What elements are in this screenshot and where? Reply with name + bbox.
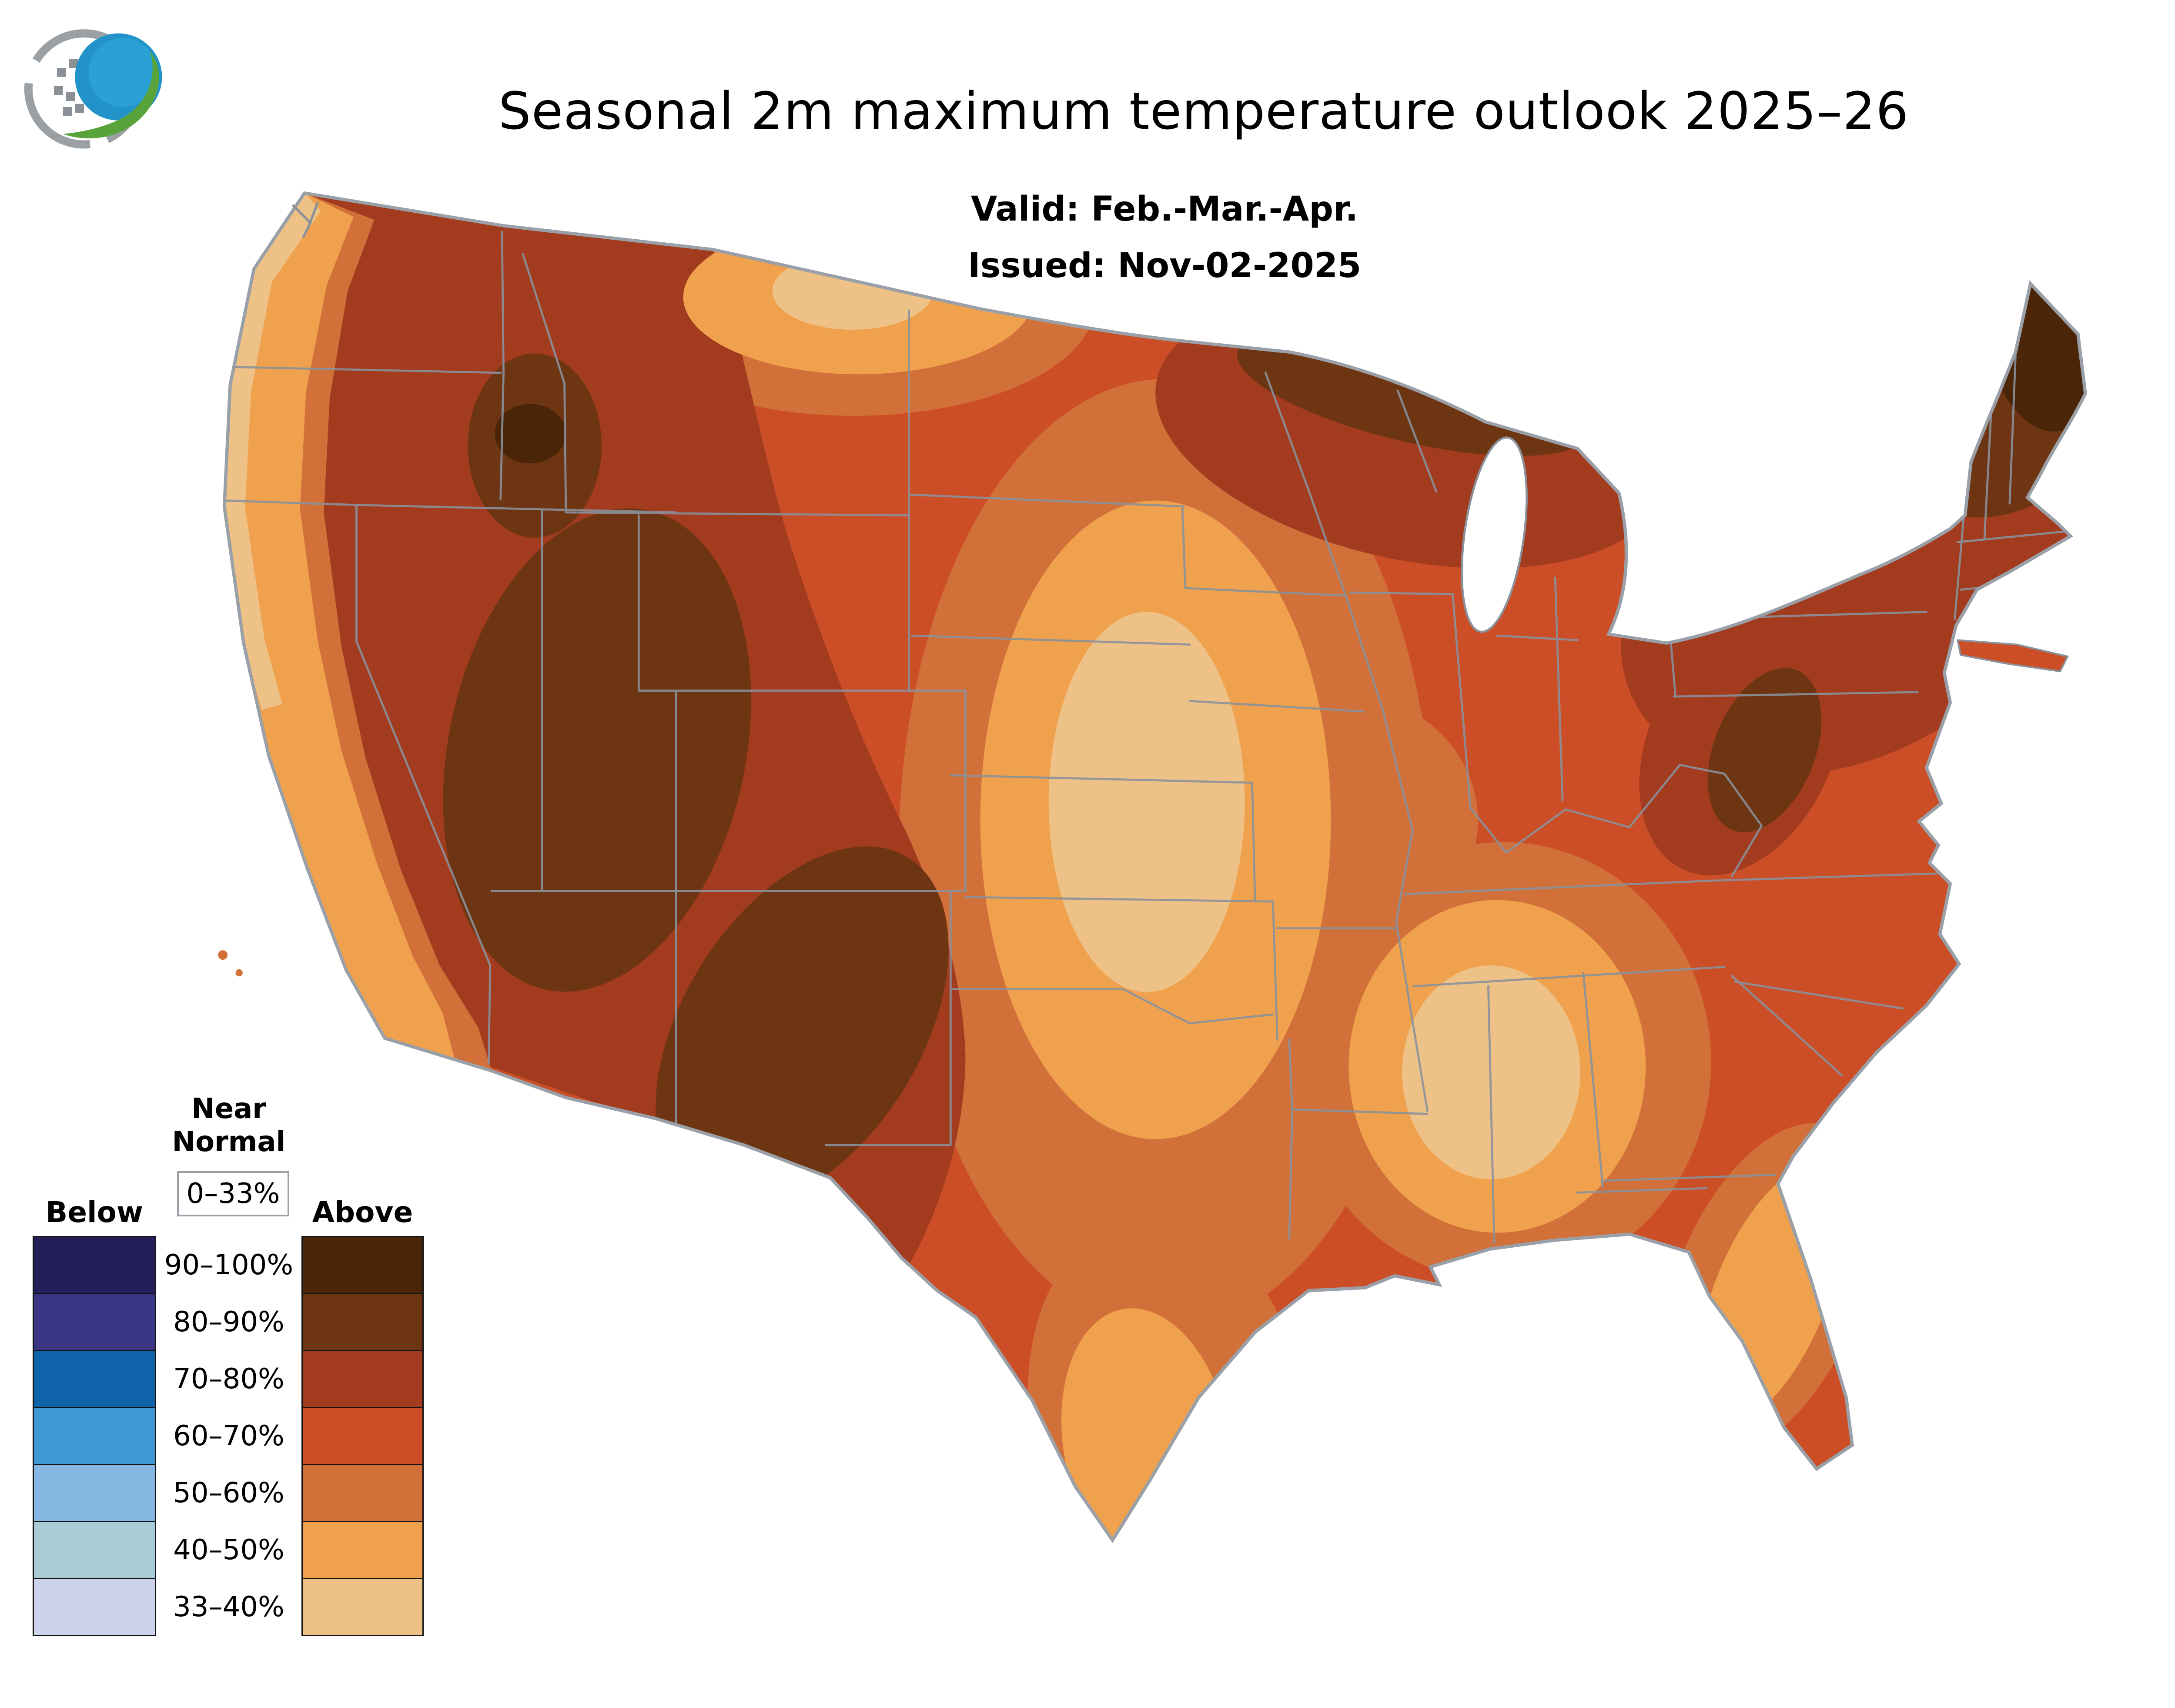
valid-subtitle: Valid: Feb.-Mar.-Apr. — [970, 190, 1359, 229]
probability-shading — [224, 193, 2086, 1541]
lake-michigan — [1461, 436, 1528, 633]
range-label: 80–90% — [173, 1306, 284, 1338]
logo-leaf-icon — [63, 51, 159, 139]
below-column-header: Below — [45, 1196, 143, 1229]
below-swatch-90-100 — [33, 1236, 156, 1294]
above-swatch-60-70 — [301, 1407, 424, 1465]
above-swatch-40-50 — [301, 1521, 424, 1579]
below-swatch-80-90 — [33, 1293, 156, 1351]
puget-sound-coast — [291, 201, 319, 238]
issued-subtitle: Issued: Nov-02-2025 — [967, 246, 1362, 285]
page-title: Seasonal 2m maximum temperature outlook … — [498, 81, 1909, 141]
channel-island — [218, 950, 228, 960]
near-normal-line1: Near — [191, 1093, 266, 1125]
below-swatch-60-70 — [33, 1407, 156, 1465]
range-label: 70–80% — [173, 1363, 284, 1395]
long-island — [1956, 639, 2069, 673]
below-swatch-33-40 — [33, 1578, 156, 1636]
range-label: 60–70% — [173, 1420, 284, 1452]
above-swatch-90-100 — [301, 1236, 424, 1294]
above-swatch-50-60 — [301, 1464, 424, 1522]
shade-pacific-coast-40-50 — [224, 193, 455, 1059]
above-swatch-33-40 — [301, 1578, 424, 1636]
range-label: 90–100% — [164, 1249, 294, 1281]
state-borders — [224, 231, 2065, 1244]
range-label-column: 90–100% 80–90% 70–80% 60–70% 50–60% 40–5… — [156, 1236, 301, 1636]
near-normal-swatch: 0–33% — [177, 1171, 289, 1216]
range-label: 50–60% — [173, 1477, 284, 1509]
below-swatch-column — [33, 1236, 156, 1636]
range-label: 33–40% — [173, 1591, 284, 1623]
shade-new-mexico-80-90 — [656, 846, 949, 1209]
above-swatch-80-90 — [301, 1293, 424, 1351]
shade-plains-33-40 — [1048, 612, 1245, 992]
range-label: 40–50% — [173, 1534, 284, 1566]
logo-earth-icon — [75, 33, 162, 121]
above-column-header: Above — [312, 1196, 413, 1229]
probability-legend: Near Normal 0–33% Below Above 90–100% 80… — [0, 1079, 461, 1662]
below-swatch-40-50 — [33, 1521, 156, 1579]
shade-idaho-spot-90-100 — [495, 404, 566, 464]
near-normal-header: Near Normal — [156, 1093, 301, 1159]
shade-great-basin-80-90 — [443, 508, 751, 992]
shade-pacific-coast-33-40 — [224, 193, 321, 710]
below-swatch-50-60 — [33, 1464, 156, 1522]
channel-island — [235, 969, 243, 977]
above-swatch-column — [301, 1236, 424, 1636]
below-swatch-70-80 — [33, 1350, 156, 1408]
near-normal-line2: Normal — [172, 1125, 286, 1158]
above-swatch-70-80 — [301, 1350, 424, 1408]
org-logo — [24, 29, 162, 149]
